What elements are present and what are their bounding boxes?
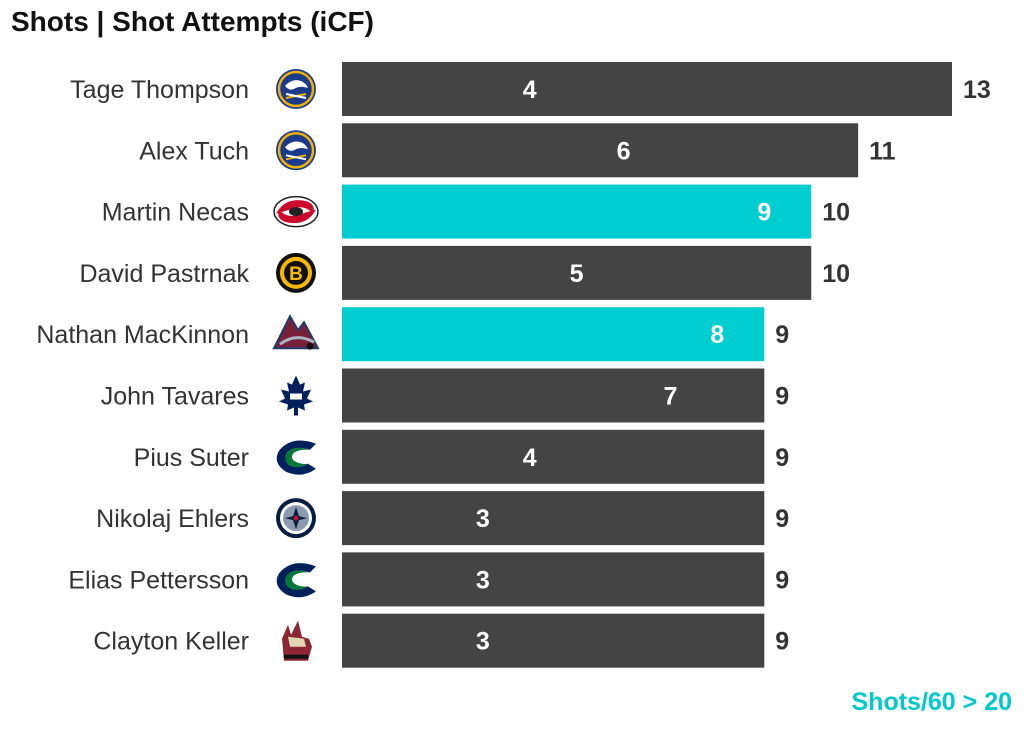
attempts-bar — [342, 368, 765, 423]
player-name-label: Pius Suter — [134, 444, 249, 472]
attempts-value-label: 9 — [775, 444, 789, 472]
player-name-label: Martin Necas — [102, 199, 249, 227]
attempts-value-label: 10 — [822, 260, 850, 288]
chart-footnote: Shots/60 > 20 — [851, 688, 1013, 716]
attempts-bar — [342, 62, 952, 116]
attempts-bar — [342, 491, 765, 546]
attempts-value-label: 9 — [775, 566, 789, 594]
player-name-label: Nathan MacKinnon — [36, 321, 249, 349]
player-name-label: Elias Pettersson — [68, 566, 249, 594]
shots-value-label: 3 — [476, 566, 490, 594]
player-name-label: David Pastrnak — [79, 260, 249, 288]
shots-value-label: 6 — [617, 137, 631, 165]
attempts-value-label: 9 — [775, 321, 789, 349]
shots-value-label: 3 — [476, 628, 490, 656]
shots-value-label: 7 — [664, 383, 678, 411]
attempts-value-label: 9 — [775, 383, 789, 411]
attempts-value-label: 9 — [775, 628, 789, 656]
shots-value-label: 9 — [757, 199, 771, 227]
player-name-label: John Tavares — [101, 383, 249, 411]
sabres-logo-icon — [276, 130, 316, 171]
player-name-label: Clayton Keller — [93, 628, 249, 656]
chart-title: Shots | Shot Attempts (iCF) — [11, 6, 374, 37]
attempts-bar — [342, 552, 765, 607]
avalanche-logo-icon — [272, 314, 320, 350]
shots-value-label: 4 — [523, 76, 537, 104]
attempts-value-label: 11 — [869, 137, 896, 165]
jets-logo-icon — [276, 498, 316, 539]
shots-value-label: 4 — [523, 444, 537, 472]
attempts-value-label: 10 — [822, 199, 850, 227]
sabres-logo-icon — [276, 69, 316, 109]
bruins-logo-icon: B — [276, 252, 316, 293]
player-name-label: Nikolaj Ehlers — [96, 505, 249, 533]
canucks-logo-icon — [276, 440, 316, 475]
attempts-bar — [342, 429, 765, 484]
svg-text:B: B — [289, 264, 303, 285]
attempts-bar — [342, 245, 812, 300]
attempts-bar — [342, 613, 765, 668]
attempts-bar — [342, 307, 765, 362]
shots-value-label: 3 — [476, 505, 490, 533]
maple-leafs-logo-icon — [279, 375, 313, 416]
coyotes-logo-icon — [282, 620, 312, 661]
shots-value-label: 8 — [710, 321, 724, 349]
player-name-label: Alex Tuch — [139, 137, 249, 165]
shots-value-label: 5 — [570, 260, 584, 288]
attempts-bar — [342, 123, 859, 178]
attempts-value-label: 13 — [963, 76, 991, 104]
attempts-bar — [342, 184, 812, 239]
attempts-value-label: 9 — [775, 505, 789, 533]
player-name-label: Tage Thompson — [70, 76, 249, 104]
hurricanes-logo-icon — [273, 195, 319, 228]
canucks-logo-icon — [276, 563, 316, 598]
